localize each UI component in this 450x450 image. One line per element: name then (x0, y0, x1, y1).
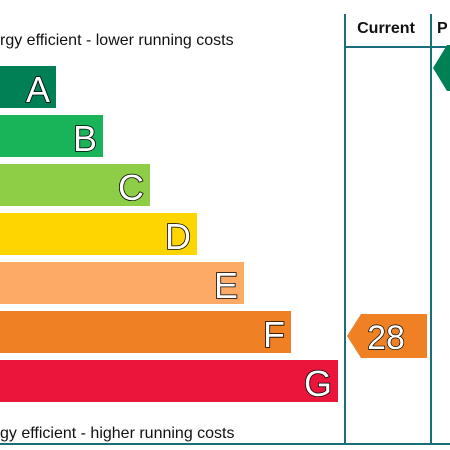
band-g-bar (0, 360, 338, 402)
band-a-bar (0, 66, 56, 108)
band-b: B (0, 115, 103, 160)
band-g: G (0, 360, 338, 405)
chart-frame (0, 14, 450, 445)
current-rating-value: 28 (367, 319, 405, 357)
potential-rating-arrow (433, 45, 450, 91)
band-f-bar (0, 311, 291, 353)
top-caption: rgy efficient - lower running costs (0, 32, 234, 49)
band-b-letter: B (73, 118, 97, 159)
band-d-letter: D (165, 216, 191, 257)
potential-rating-marker (433, 45, 450, 91)
band-e: E (0, 262, 244, 307)
band-f: F (0, 311, 291, 356)
band-f-letter: F (263, 314, 285, 355)
current-column-header: Current (357, 20, 415, 37)
band-a-letter: A (26, 69, 50, 110)
band-g-letter: G (304, 363, 332, 404)
current-rating-arrow (347, 314, 427, 358)
current-rating-marker: 28 (347, 314, 427, 358)
bottom-caption: gy efficient - higher running costs (0, 425, 235, 442)
band-d-bar (0, 213, 197, 255)
band-c-bar (0, 164, 150, 206)
band-e-bar (0, 262, 244, 304)
band-c-letter: C (118, 167, 144, 208)
band-e-letter: E (214, 265, 238, 306)
rating-markers: 28 (347, 45, 450, 358)
band-d: D (0, 213, 197, 258)
band-c: C (0, 164, 150, 209)
potential-column-header: P (437, 20, 448, 37)
band-b-bar (0, 115, 103, 157)
band-a: A (0, 66, 56, 111)
